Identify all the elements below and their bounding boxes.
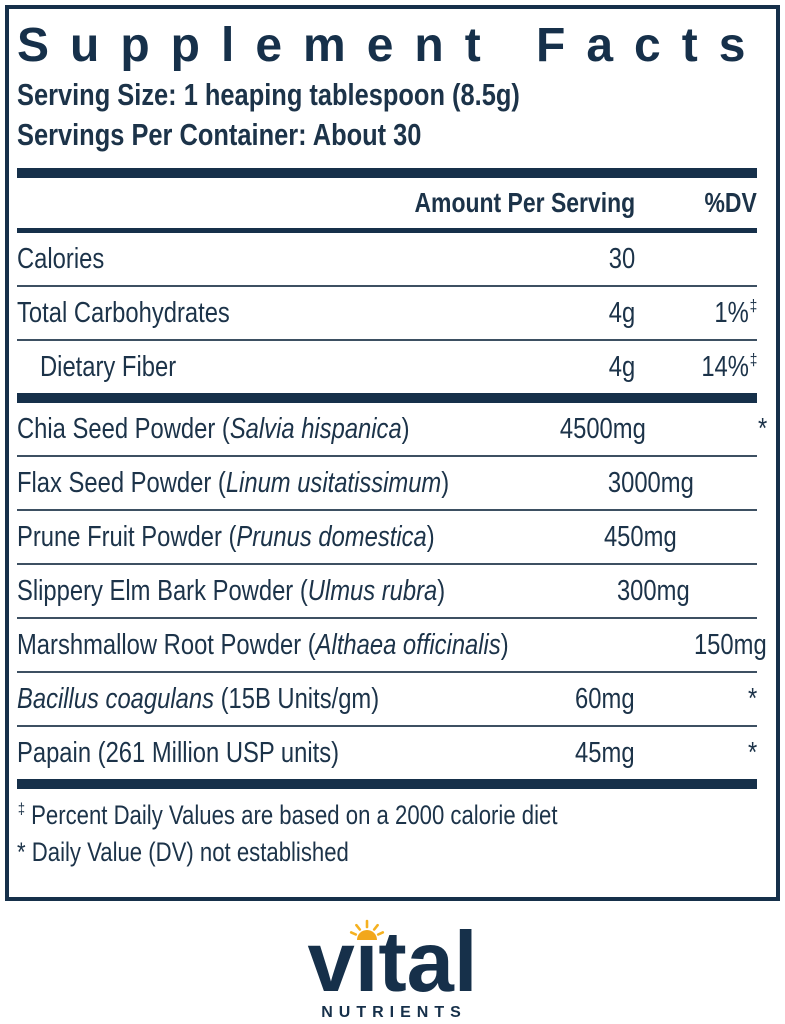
serving-size-text: Serving Size: 1 heaping tablespoon (8.5g… — [17, 77, 520, 112]
footnotes: ‡ Percent Daily Values are based on a 20… — [17, 797, 757, 871]
brand-i-wrap: ı — [349, 919, 384, 1005]
dv-value — [635, 243, 757, 276]
table-row: Flax Seed Powder (Linum usitatissimum) 30… — [17, 457, 757, 511]
footnote: * Daily Value (DV) not established — [17, 837, 349, 867]
table-row: Papain (261 Million USP units) 45mg * — [17, 727, 757, 789]
ingredient-name: Dietary Fiber — [40, 350, 177, 383]
ingredient-table: Calories 30 Total Carbohydrates 4g 1%‡ Dietar… — [17, 233, 768, 789]
brand-wordmark: v ıtal — [307, 919, 478, 1005]
table-row: Prune Fruit Powder (Prunus domestica) 450… — [17, 511, 757, 565]
dv-value: * — [694, 467, 785, 500]
serving-size: Serving Size: 1 heaping tablespoon (8.5g… — [17, 75, 757, 115]
ingredient-name: Slippery Elm Bark Powder (Ulmus rubra) — [17, 574, 446, 607]
amount-value: 3000mg — [608, 466, 695, 499]
amount-value: 450mg — [603, 520, 677, 553]
brand-dotless-i: ı — [354, 915, 379, 1010]
brand-subtitle: NUTRIENTS — [321, 1004, 467, 1021]
table-row: Slippery Elm Bark Powder (Ulmus rubra) 30… — [17, 565, 757, 619]
amount-value: 60mg — [575, 682, 635, 715]
header-percent-dv: %DV — [704, 187, 757, 218]
brand-pre: v — [307, 915, 355, 1010]
ingredient-name: Marshmallow Root Powder (Althaea officin… — [17, 628, 509, 661]
servings-per-container-text: Servings Per Container: About 30 — [17, 117, 422, 152]
footnote: ‡ Percent Daily Values are based on a 20… — [17, 800, 558, 830]
ingredient-name: Chia Seed Powder (Salvia hispanica) — [17, 412, 410, 445]
ingredient-name: Calories — [17, 242, 105, 275]
header-amount-per-serving: Amount Per Serving — [414, 187, 635, 218]
dv-value: * — [767, 629, 785, 662]
amount-value: 45mg — [575, 736, 635, 769]
table-row: Marshmallow Root Powder (Althaea officin… — [17, 619, 767, 673]
supplement-facts-panel: Supplement Facts Serving Size: 1 heaping… — [5, 5, 780, 901]
dv-value: 14%‡ — [700, 349, 757, 383]
ingredient-name: Papain (261 Million USP units) — [17, 736, 340, 769]
ingredient-name: Total Carbohydrates — [17, 296, 230, 329]
ingredient-name: Bacillus coagulans (15B Units/gm) — [17, 682, 380, 715]
dv-value: * — [676, 521, 785, 554]
panel-title: Supplement Facts — [17, 19, 757, 72]
ingredient-name: Prune Fruit Powder (Prunus domestica) — [17, 520, 435, 553]
ingredient-name: Flax Seed Powder (Linum usitatissimum) — [17, 466, 450, 499]
dv-value: * — [758, 412, 768, 445]
table-row: Dietary Fiber 4g 14%‡ — [17, 341, 757, 403]
amount-value: 4g — [608, 350, 635, 383]
dv-value: * — [689, 575, 785, 608]
brand-post: tal — [378, 915, 478, 1010]
sun-icon — [349, 919, 384, 940]
amount-value: 4g — [608, 296, 635, 329]
amount-value: 4500mg — [559, 412, 646, 445]
amount-value: 30 — [608, 242, 635, 275]
thick-divider-top — [17, 168, 757, 178]
table-header: Amount Per Serving %DV — [17, 178, 757, 233]
amount-value: 300mg — [616, 574, 690, 607]
amount-value: 150mg — [693, 628, 767, 661]
table-row: Bacillus coagulans (15B Units/gm) 60mg * — [17, 673, 757, 727]
vital-nutrients-logo: v ıtal NUTRIENTS — [0, 919, 785, 1022]
servings-per-container: Servings Per Container: About 30 — [17, 115, 757, 155]
table-row: Chia Seed Powder (Salvia hispanica) 4500m… — [17, 403, 768, 457]
table-row: Total Carbohydrates 4g 1%‡ — [17, 287, 757, 341]
dv-value: 1%‡ — [714, 295, 757, 329]
dv-value: * — [747, 736, 757, 769]
dv-value: * — [747, 682, 757, 715]
table-row: Calories 30 — [17, 233, 757, 287]
